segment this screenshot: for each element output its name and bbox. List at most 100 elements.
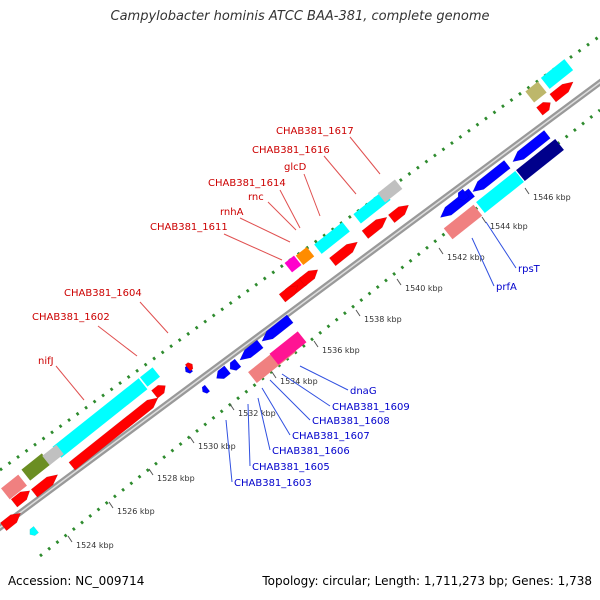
forward-gene	[536, 101, 551, 116]
reverse-gene	[229, 358, 242, 371]
forward-gene	[0, 512, 22, 532]
forward-gene-label: CHAB381_1602	[32, 312, 110, 323]
forward-gene-label: CHAB381_1604	[64, 288, 142, 299]
forward-gene-label: rnhA	[220, 207, 244, 218]
scale-tick-label: 1532 kbp	[238, 409, 276, 418]
forward-label-leader	[323, 155, 357, 195]
scale-tick-mark	[189, 436, 195, 444]
cog-box-gray	[42, 444, 64, 466]
forward-label-leader	[267, 201, 297, 231]
forward-gene	[68, 397, 159, 471]
scale-tick-mark	[524, 187, 530, 195]
gene-features	[0, 59, 574, 536]
reverse-label-leader	[269, 379, 311, 421]
scale-tick-label: 1528 kbp	[157, 474, 195, 483]
cog-box-pink	[269, 331, 307, 365]
reverse-gene	[457, 188, 470, 201]
cog-box-olive	[21, 453, 51, 481]
reverse-label-leader	[257, 397, 271, 451]
forward-label-leader	[303, 173, 321, 217]
scale-tick-mark	[148, 468, 154, 476]
forward-label-leader	[55, 365, 85, 401]
scale-tick-mark	[396, 278, 402, 286]
forward-label-leader	[279, 189, 301, 229]
forward-gene	[278, 285, 299, 303]
reverse-gene-label: CHAB381_1607	[292, 431, 370, 442]
forward-gene	[151, 384, 166, 399]
forward-label-leader	[139, 301, 169, 334]
reverse-gene-label: CHAB381_1608	[312, 416, 390, 427]
reverse-gene-label: rpsT	[518, 264, 541, 275]
reverse-label-leader	[225, 419, 233, 483]
scale-tick-label: 1526 kbp	[117, 507, 155, 516]
reverse-gene-label: dnaG	[350, 386, 377, 397]
forward-gene-label: CHAB381_1616	[252, 145, 330, 156]
reverse-label-leader	[247, 403, 251, 467]
reverse-gene-label: CHAB381_1603	[234, 478, 312, 489]
cog-box-cyan	[353, 190, 391, 224]
forward-gene-small	[184, 362, 194, 372]
gc-track-lower	[39, 108, 600, 558]
forward-gene-label: nifJ	[38, 356, 54, 367]
map-title: Campylobacter hominis ATCC BAA-381, comp…	[110, 9, 490, 24]
reverse-gene-small	[29, 526, 39, 536]
forward-label-leader	[239, 217, 291, 243]
forward-gene	[387, 204, 410, 224]
scale-tick-mark	[438, 247, 444, 255]
cog-box-orange	[295, 246, 315, 266]
scale-tick-label: 1536 kbp	[322, 346, 360, 355]
scale-tick-label: 1544 kbp	[490, 222, 528, 231]
forward-label-leader	[349, 136, 381, 175]
backbone-track	[0, 78, 600, 532]
reverse-gene	[512, 130, 551, 163]
scale-tick-label: 1542 kbp	[447, 253, 485, 262]
scale-tick-label: 1538 kbp	[364, 315, 402, 324]
cog-box-cyan	[314, 222, 350, 254]
cog-box-cyan	[140, 367, 160, 387]
backbone-highlight	[0, 81, 600, 529]
scale-tick-mark	[271, 371, 277, 379]
cog-box-gray	[377, 179, 403, 203]
forward-gene	[329, 241, 358, 267]
reverse-label-leader	[471, 237, 495, 287]
reverse-gene-label: CHAB381_1606	[272, 446, 350, 457]
forward-gene	[298, 269, 319, 287]
reverse-label-leader	[299, 365, 349, 391]
scale-tick-label: 1530 kbp	[198, 442, 236, 451]
scale-tick-label: 1546 kbp	[533, 193, 571, 202]
scale-tick-mark	[313, 340, 319, 348]
forward-gene-label: CHAB381_1617	[276, 126, 354, 137]
forward-gene	[549, 81, 574, 103]
cog-box-cyan	[52, 378, 148, 458]
reverse-gene-label: prfA	[496, 282, 517, 293]
reverse-label-leader	[485, 221, 517, 269]
scale-tick-mark	[67, 535, 73, 543]
scale-tick-mark	[229, 403, 235, 411]
scale-tick-mark	[355, 309, 361, 317]
forward-gene-label: glcD	[284, 162, 307, 173]
scale-tick-label: 1534 kbp	[280, 377, 318, 386]
reverse-label-leader	[281, 373, 331, 407]
reverse-gene	[216, 365, 231, 380]
gene-labels: nifJ CHAB381_1602 CHAB381_1604 CHAB381_1611…	[32, 126, 541, 489]
cog-box-salmon	[443, 204, 483, 240]
reverse-gene-label: CHAB381_1609	[332, 402, 410, 413]
forward-label-leader	[223, 233, 283, 261]
forward-gene-label: rnc	[248, 192, 264, 203]
reverse-label-leader	[261, 387, 291, 436]
forward-gene	[10, 490, 31, 508]
cog-box-magenta	[284, 255, 302, 273]
reverse-gene	[261, 314, 294, 342]
forward-label-leader	[97, 325, 138, 357]
scale-ticks: 1524 kbp 1526 kbp 1528 kbp 1530 kbp 1532 kbp…	[67, 187, 571, 550]
cog-box-navy	[516, 138, 564, 182]
cog-box-cyan	[476, 170, 524, 214]
forward-gene	[361, 216, 388, 239]
cog-box-salmon	[1, 474, 27, 500]
scale-tick-label: 1540 kbp	[405, 284, 443, 293]
gc-dot-tracks	[0, 34, 600, 558]
forward-gene-label: CHAB381_1614	[208, 178, 286, 189]
accession-label: Accession: NC_009714	[8, 574, 145, 588]
reverse-gene	[472, 160, 511, 193]
